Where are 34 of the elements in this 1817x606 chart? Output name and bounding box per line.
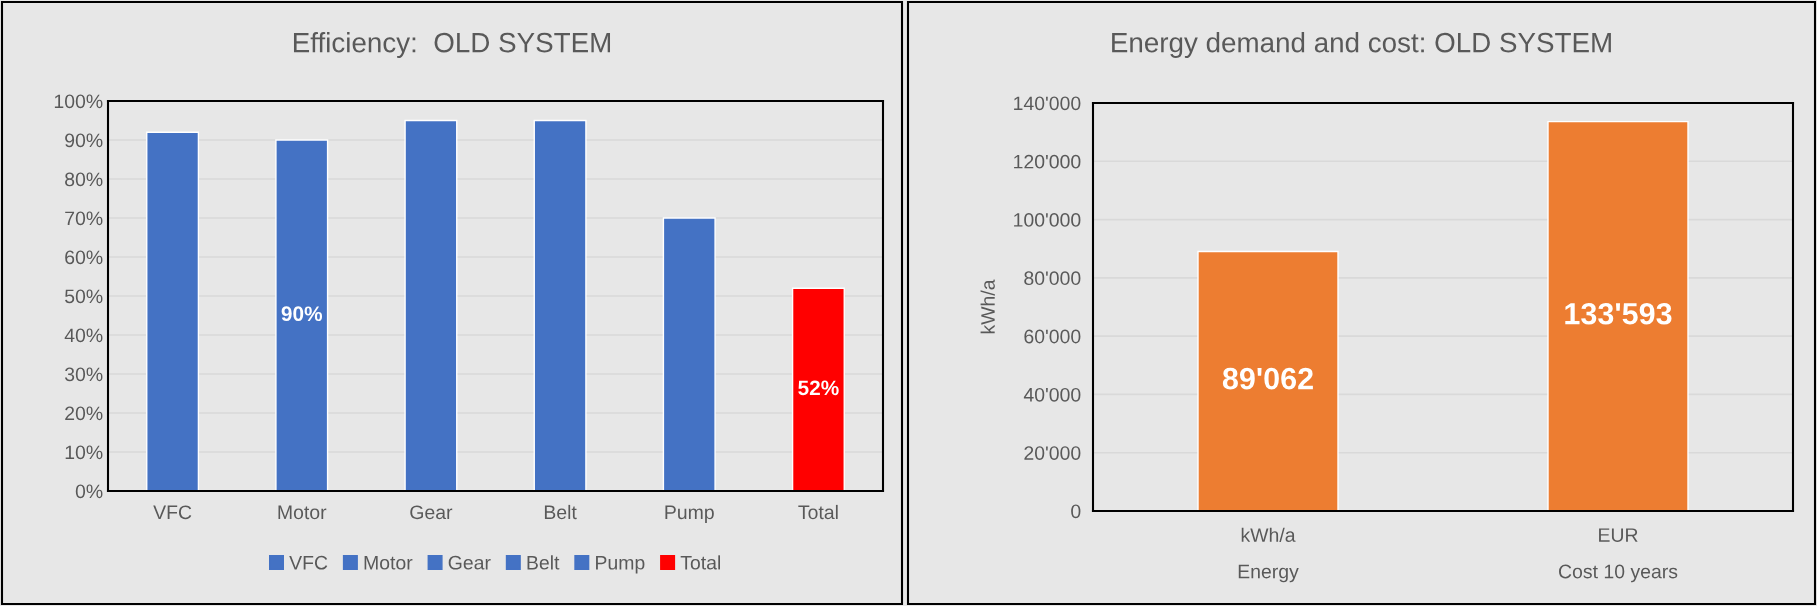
y-tick-label: 50% [65, 289, 103, 304]
y-tick-label: 80'000 [1024, 271, 1081, 286]
y-tick-label: 100% [54, 94, 103, 109]
y-tick-label: 140'000 [1014, 96, 1081, 111]
y-tick-label: 30% [64, 367, 103, 382]
y-tick-label: 20% [65, 406, 103, 421]
y-tick-label: 20'000 [1024, 446, 1081, 460]
y-tick-label: 70% [65, 211, 103, 226]
x-tick-label: Gear [410, 505, 453, 520]
data-label: 90% [281, 306, 323, 322]
y-tick-label: 10% [65, 445, 103, 460]
y-tick-label: 40% [64, 328, 103, 343]
x-tick-label: EUR Cost 10 years [1559, 528, 1678, 583]
y-tick-label: 60'000 [1024, 329, 1081, 344]
y-tick-label: 100'000 [1014, 213, 1081, 227]
y-tick-label: 40'000 [1023, 387, 1081, 402]
y-tick-label: 0 [1071, 504, 1081, 519]
chart-title: Energy demand and cost: OLD SYSTEM [1112, 32, 1611, 58]
data-label: 52% [798, 380, 839, 396]
y-tick-label: 80% [65, 172, 103, 187]
y-tick-label: 120'000 [1014, 154, 1081, 169]
x-tick-label: Belt [544, 504, 577, 520]
y-tick-label: 90% [65, 133, 103, 148]
x-tick-label: Total [798, 504, 838, 520]
x-tick-label: Pump [665, 505, 714, 524]
y-tick-label: 0% [75, 484, 103, 499]
chart-title: Efficiency: OLD SYSTEM [293, 32, 611, 58]
y-tick-label: 60% [65, 250, 103, 265]
x-tick-label: Motor [278, 505, 327, 520]
y-axis-title: kWh/a [980, 279, 995, 334]
x-tick-label: kWh/a Energy [1238, 527, 1299, 583]
x-tick-label: VFC [153, 505, 192, 520]
data-label: 89'062 [1222, 367, 1313, 390]
data-label: 133'593 [1565, 302, 1672, 325]
